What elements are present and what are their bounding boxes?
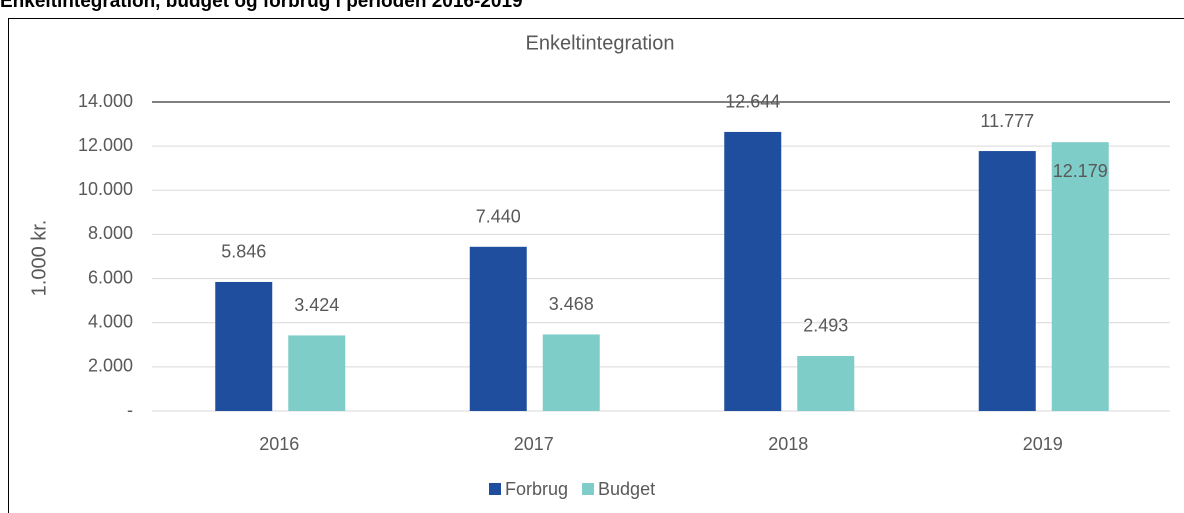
y-tick-label: 8.000 xyxy=(88,223,133,243)
y-tick-label: 14.000 xyxy=(78,91,133,111)
legend-swatch xyxy=(582,483,595,495)
data-label: 11.777 xyxy=(980,111,1034,131)
data-label: 3.468 xyxy=(549,294,594,314)
y-tick-label: 2.000 xyxy=(88,356,133,376)
y-tick-label: 4.000 xyxy=(88,311,133,331)
y-tick-label: 10.000 xyxy=(78,179,133,199)
y-tick-label: - xyxy=(127,400,133,420)
x-tick-label: 2016 xyxy=(259,434,299,454)
legend-label: Budget xyxy=(598,479,655,499)
data-label: 3.424 xyxy=(294,295,339,315)
legend-label: Forbrug xyxy=(505,479,568,499)
bar xyxy=(215,281,273,411)
chart-title: Enkeltintegration xyxy=(526,32,675,54)
data-label: 12.179 xyxy=(1053,161,1108,181)
bar xyxy=(724,131,782,411)
y-tick-label: 6.000 xyxy=(88,267,133,287)
y-tick-label: 12.000 xyxy=(78,135,133,155)
header-title: Enkeltintegration, budget og forbrug i p… xyxy=(0,0,523,12)
data-label: 2.493 xyxy=(803,316,848,336)
legend-swatch xyxy=(489,483,501,495)
bar xyxy=(1051,142,1109,411)
bar xyxy=(978,151,1036,411)
bar xyxy=(469,246,527,411)
x-tick-label: 2017 xyxy=(514,434,554,454)
x-tick-label: 2018 xyxy=(768,434,808,454)
x-tick-label: 2019 xyxy=(1023,434,1063,454)
y-axis-title: 1.000 kr. xyxy=(28,220,50,297)
data-label: 5.846 xyxy=(221,242,266,262)
bar xyxy=(797,355,855,411)
data-label: 12.644 xyxy=(725,92,780,112)
bar xyxy=(542,334,600,411)
data-label: 7.440 xyxy=(476,207,521,227)
bar xyxy=(288,335,346,411)
